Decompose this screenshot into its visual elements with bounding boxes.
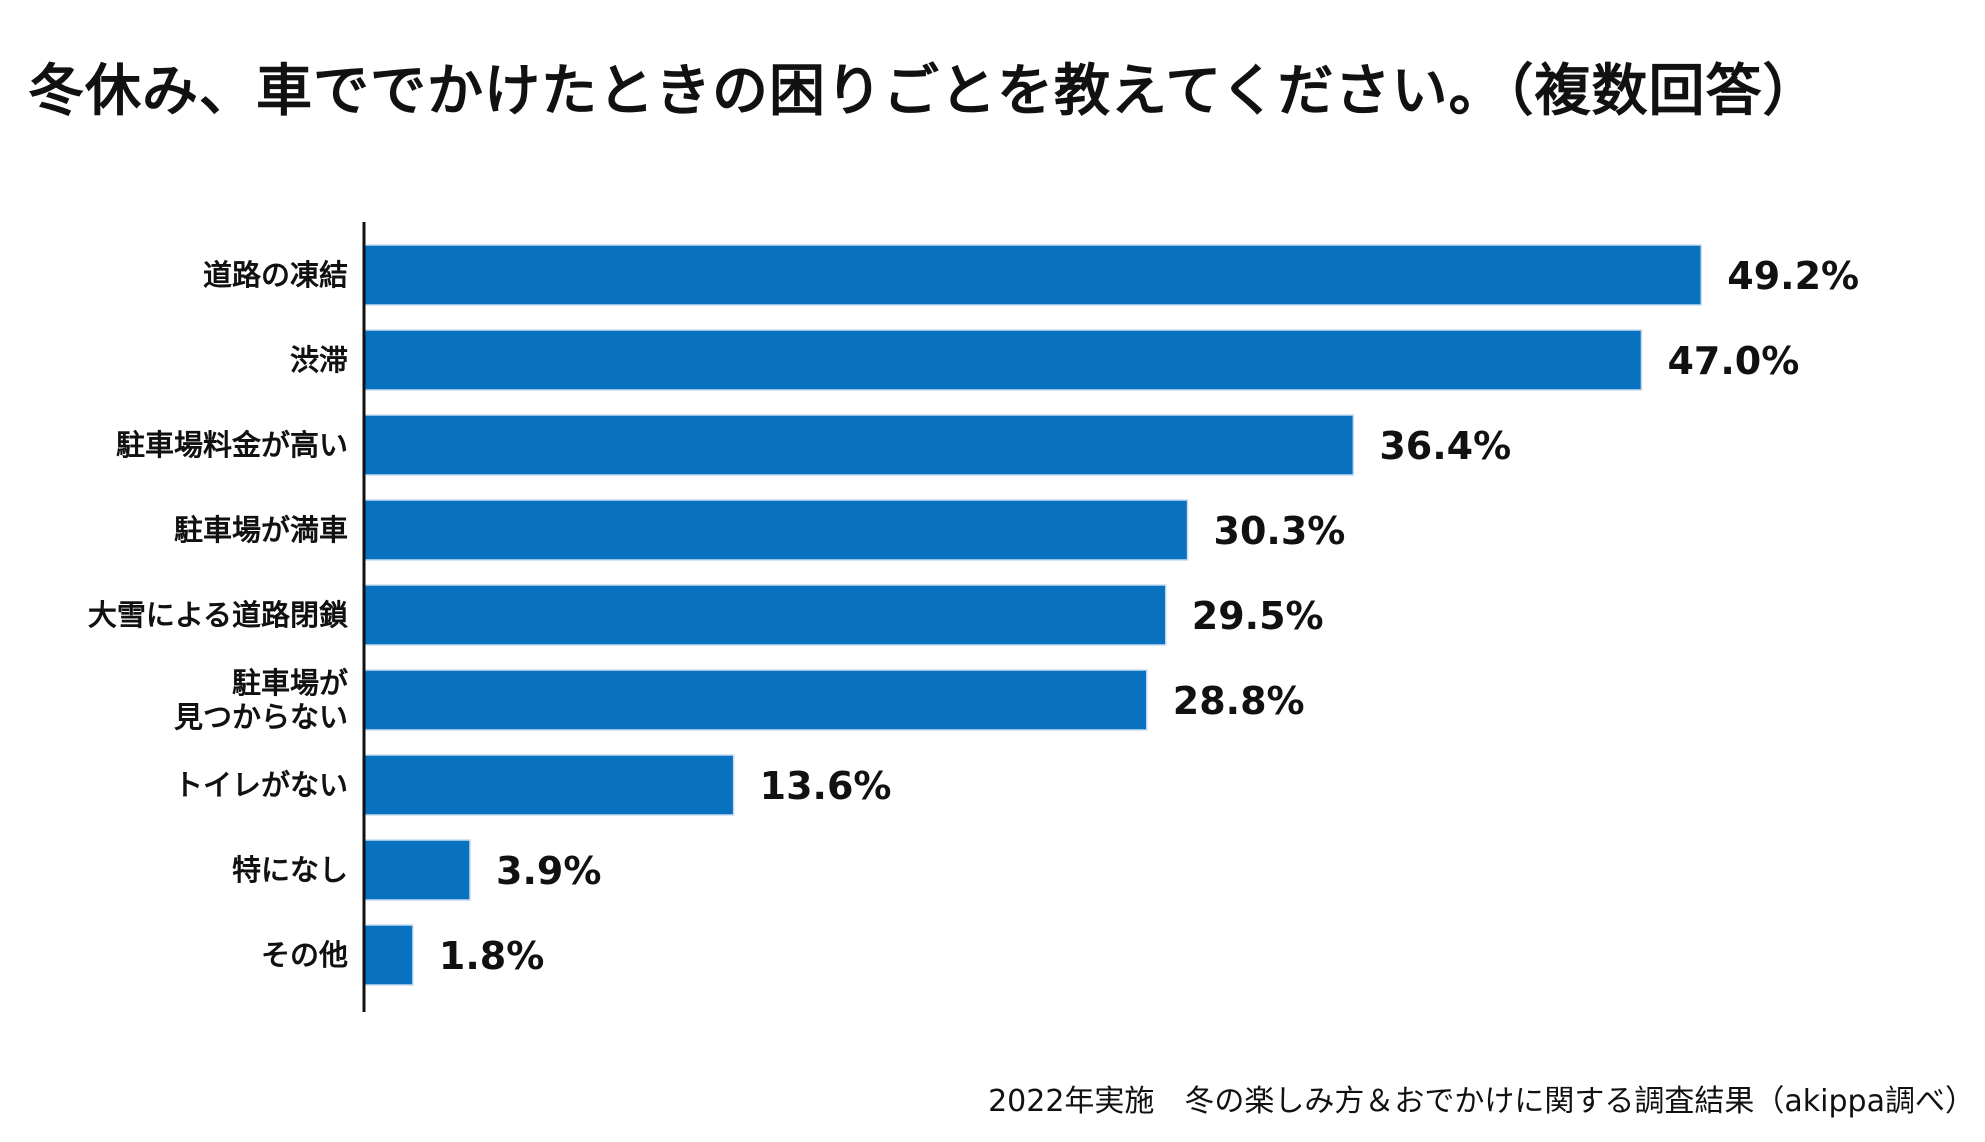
category-label: 駐車場が: [232, 666, 348, 700]
category-label: 渋滞: [290, 343, 348, 377]
bar: [363, 584, 1167, 646]
bar: [363, 499, 1189, 561]
value-label: 1.8%: [439, 934, 544, 978]
bar: [363, 669, 1148, 731]
value-label: 47.0%: [1667, 339, 1799, 383]
bar: [363, 924, 414, 986]
category-label: 道路の凍結: [203, 258, 348, 292]
source-note: 2022年実施 冬の楽しみ方＆おでかけに関する調査結果（akippa調べ）: [988, 1084, 1975, 1119]
bar: [363, 839, 471, 901]
category-label: トイレがない: [174, 768, 348, 802]
value-label: 29.5%: [1192, 594, 1324, 638]
value-label: 49.2%: [1727, 254, 1859, 298]
category-label: 駐車場が満車: [174, 513, 348, 547]
value-label: 36.4%: [1379, 424, 1511, 468]
bar: [363, 754, 735, 816]
bar: [363, 244, 1703, 306]
category-label: その他: [261, 938, 348, 972]
category-label: 駐車場料金が高い: [116, 428, 348, 462]
chart-title: 冬休み、車ででかけたときの困りごとを教えてください。（複数回答）: [28, 59, 1820, 124]
bar: [363, 329, 1643, 391]
value-label: 30.3%: [1214, 509, 1346, 553]
category-label: 見つからない: [174, 700, 348, 734]
value-label: 28.8%: [1173, 679, 1305, 723]
value-label: 3.9%: [496, 849, 601, 893]
category-label: 特になし: [232, 853, 348, 887]
bar: [363, 414, 1355, 476]
value-label: 13.6%: [760, 764, 892, 808]
category-label: 大雪による道路閉鎖: [88, 598, 348, 632]
